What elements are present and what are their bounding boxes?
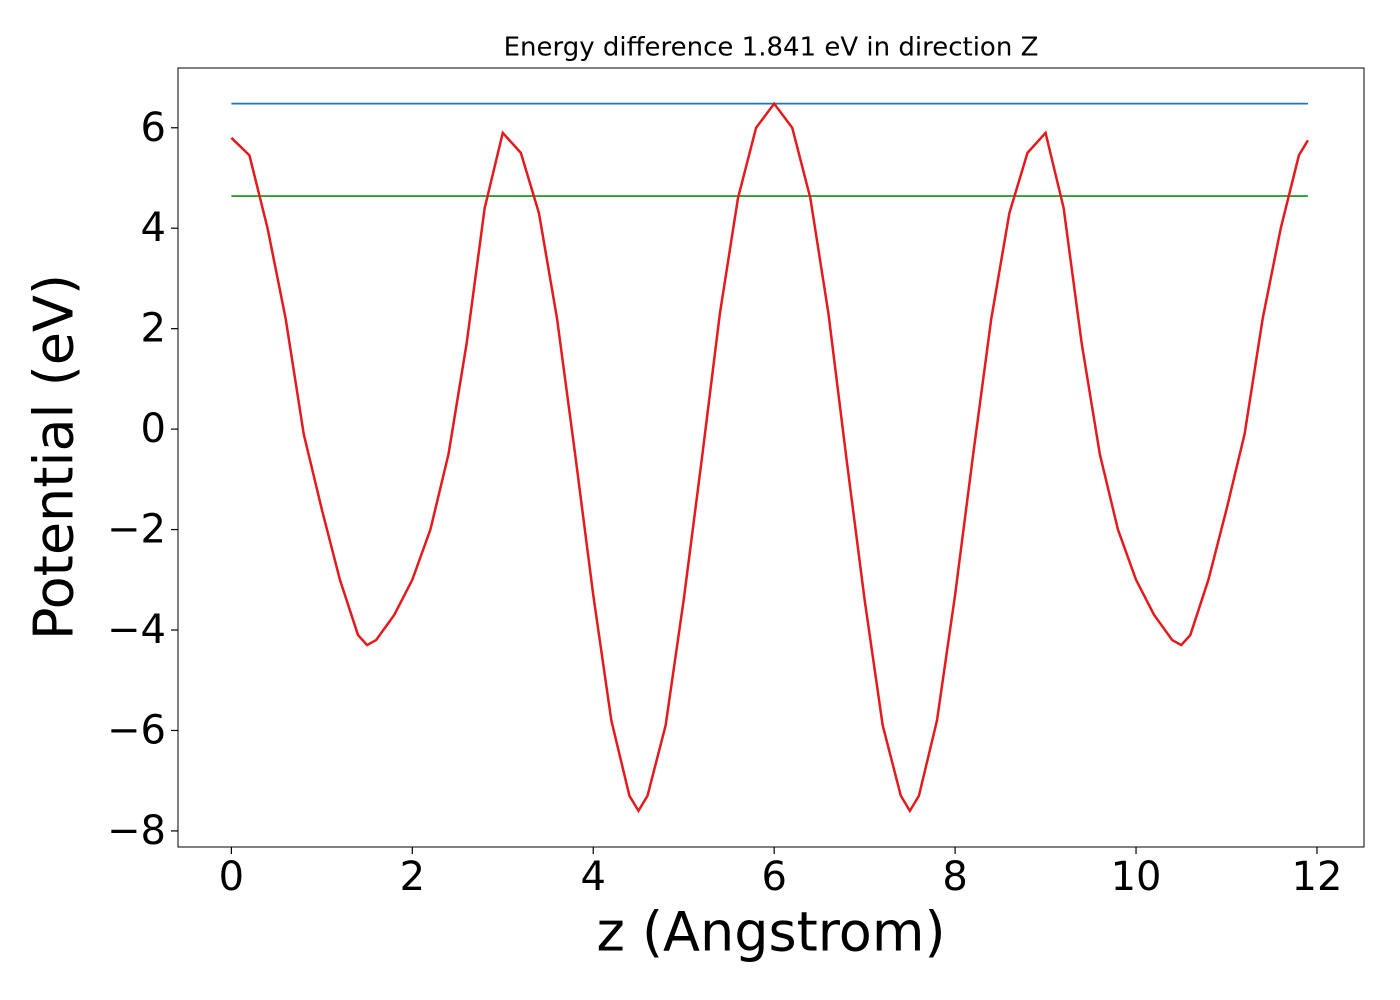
y-tick-label: −6 — [107, 707, 166, 753]
y-tick-label: 0 — [141, 406, 166, 452]
x-tick-label: 2 — [400, 854, 425, 900]
y-tick-label: 6 — [141, 105, 166, 151]
x-tick-label: 0 — [219, 854, 244, 900]
y-tick-label: 2 — [141, 306, 166, 352]
x-axis-label: z (Angstrom) — [596, 901, 945, 964]
y-axis-label: Potential (eV) — [23, 274, 86, 640]
x-tick-label: 12 — [1292, 854, 1343, 900]
line-series — [230, 101, 1309, 814]
x-tick-label: 8 — [942, 854, 967, 900]
y-tick-label: 4 — [141, 205, 166, 251]
x-tick-label: 4 — [581, 854, 606, 900]
y-tick-label: −4 — [107, 607, 166, 653]
plot-frame — [177, 67, 1365, 848]
x-tick-label: 10 — [1111, 854, 1162, 900]
y-tick-label: −2 — [107, 507, 166, 553]
y-tick-label: −8 — [107, 808, 166, 854]
x-tick-label: 6 — [761, 854, 786, 900]
chart-title: Energy difference 1.841 eV in direction … — [504, 33, 1039, 63]
